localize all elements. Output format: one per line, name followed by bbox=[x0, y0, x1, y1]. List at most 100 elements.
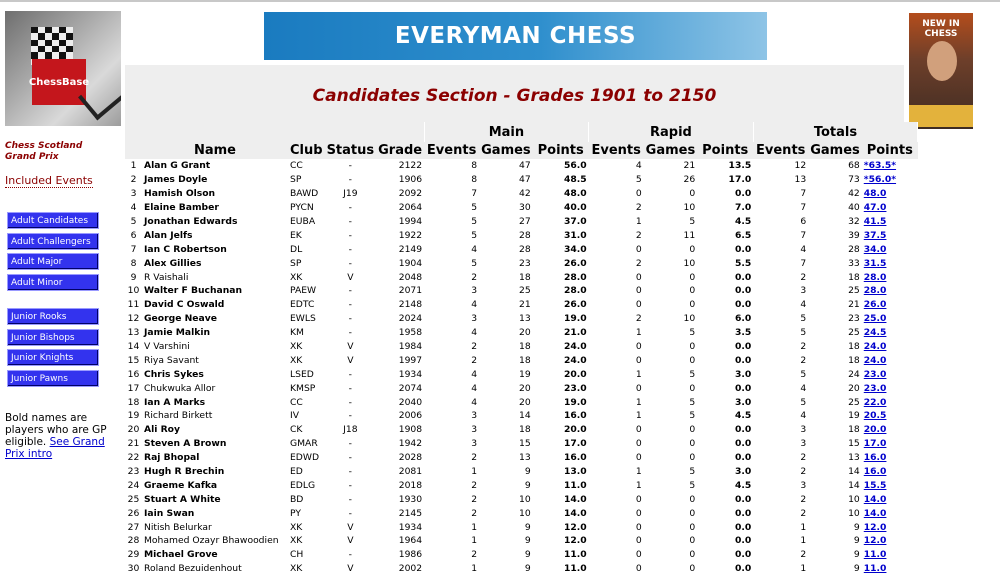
col-rapid-games: Games bbox=[643, 142, 698, 159]
total-points-link[interactable]: 11.0 bbox=[863, 563, 887, 575]
total-points-link[interactable]: 17.0 bbox=[863, 438, 887, 450]
cell-rapid-games: 0 bbox=[689, 563, 696, 575]
cell-grade: 2018 bbox=[398, 479, 423, 491]
col-total-games: Games bbox=[808, 142, 862, 159]
cell-total-points: 28.0 bbox=[862, 284, 918, 298]
cell-rapid-games: 0 bbox=[689, 341, 696, 353]
total-points-link[interactable]: *56.0* bbox=[863, 174, 897, 186]
cell-player-name: Graeme Kafka bbox=[144, 479, 218, 491]
cell-rapid-events: 1 bbox=[635, 479, 642, 491]
cell-main-games: 47 bbox=[518, 174, 531, 186]
cell-total-games: 40 bbox=[848, 202, 860, 214]
cell-main-games: 10 bbox=[518, 493, 531, 505]
total-points-link[interactable]: 23.0 bbox=[863, 382, 887, 394]
total-points-link[interactable]: 37.5 bbox=[863, 229, 887, 241]
cell-total-games: 33 bbox=[848, 257, 860, 269]
cell-player-name: Alan Jelfs bbox=[144, 229, 193, 241]
total-points-link[interactable]: 47.0 bbox=[863, 202, 887, 214]
nav-adult-minor[interactable]: Adult Minor bbox=[7, 274, 99, 291]
nav-junior-rooks[interactable]: Junior Rooks bbox=[7, 308, 99, 325]
total-points-link[interactable]: 28.0 bbox=[863, 271, 887, 283]
total-points-link[interactable]: 16.0 bbox=[863, 452, 887, 464]
total-points-link[interactable]: 14.0 bbox=[863, 507, 887, 519]
total-points-link[interactable]: 11.0 bbox=[863, 549, 887, 561]
cell-main-events: 2 bbox=[471, 493, 478, 505]
cell-player-name: Chukwuka Allor bbox=[144, 382, 216, 394]
cell-total-points: 24.5 bbox=[862, 326, 918, 340]
total-points-link[interactable]: 34.0 bbox=[863, 243, 887, 255]
everyman-chess-banner[interactable]: EVERYMAN CHESS bbox=[264, 12, 767, 60]
total-points-link[interactable]: 20.0 bbox=[863, 424, 887, 436]
cell-grade: 1942 bbox=[398, 438, 423, 450]
total-points-link[interactable]: 28.0 bbox=[863, 285, 887, 297]
nav-junior-pawns[interactable]: Junior Pawns bbox=[7, 370, 99, 387]
cell-total-events: 2 bbox=[800, 493, 807, 505]
total-points-link[interactable]: 31.5 bbox=[863, 257, 887, 269]
cell-total-events: 1 bbox=[800, 563, 807, 575]
cell-rapid-points: 0.0 bbox=[734, 493, 752, 505]
total-points-link[interactable]: 12.0 bbox=[863, 535, 887, 547]
nav-junior-knights[interactable]: Junior Knights bbox=[7, 349, 99, 366]
cell-total-points: 16.0 bbox=[862, 465, 918, 479]
cell-main-points: 16.0 bbox=[564, 452, 587, 464]
total-points-link[interactable]: 20.5 bbox=[863, 410, 887, 422]
cell-rapid-games: 0 bbox=[689, 438, 696, 450]
included-events-link[interactable]: Included Events bbox=[5, 174, 93, 188]
chessbase-logo[interactable]: ChessBase bbox=[5, 11, 121, 126]
cell-rapid-events: 1 bbox=[635, 396, 642, 408]
cell-grade: 1984 bbox=[398, 341, 423, 353]
total-points-link[interactable]: 15.5 bbox=[863, 479, 887, 491]
cell-status: - bbox=[348, 216, 352, 227]
total-points-link[interactable]: 41.5 bbox=[863, 216, 887, 227]
nav-adult-challengers[interactable]: Adult Challengers bbox=[7, 233, 99, 250]
total-points-link[interactable]: 26.0 bbox=[863, 299, 887, 311]
cell-rapid-events: 0 bbox=[635, 563, 642, 575]
total-points-link[interactable]: 24.0 bbox=[863, 341, 887, 353]
cell-rapid-games: 0 bbox=[689, 507, 696, 519]
cell-total-points: 26.0 bbox=[862, 298, 918, 312]
top-border bbox=[0, 0, 1000, 2]
cell-rank: 17 bbox=[127, 382, 140, 394]
table-row: 24 Graeme Kafka EDLG - 2018 2 9 11.0 1 5 4.5 3 14 15.… bbox=[125, 478, 918, 492]
total-points-link[interactable]: 14.0 bbox=[863, 493, 887, 505]
cell-total-games: 10 bbox=[848, 493, 860, 505]
cell-rapid-games: 5 bbox=[689, 327, 696, 339]
total-points-link[interactable]: 16.0 bbox=[863, 466, 887, 478]
table-row: 18 Ian A Marks CC - 2040 4 20 19.0 1 5 3.0 5 25 22.0 bbox=[125, 395, 918, 409]
total-points-link[interactable]: 12.0 bbox=[863, 521, 887, 533]
nav-adult-candidates[interactable]: Adult Candidates bbox=[7, 212, 99, 229]
cell-rank: 14 bbox=[127, 341, 140, 353]
cell-rapid-events: 0 bbox=[635, 549, 642, 561]
total-points-link[interactable]: 24.0 bbox=[863, 354, 887, 366]
cell-club: DL bbox=[290, 243, 303, 255]
cell-rapid-events: 1 bbox=[635, 216, 642, 227]
nav-adult-major[interactable]: Adult Major bbox=[7, 253, 99, 270]
cell-total-events: 2 bbox=[800, 354, 807, 366]
nav-junior-bishops[interactable]: Junior Bishops bbox=[7, 329, 99, 346]
grand-prix-intro-link[interactable]: See Grand Prix intro bbox=[5, 436, 105, 460]
total-points-link[interactable]: 48.0 bbox=[863, 188, 887, 200]
cell-rapid-events: 0 bbox=[635, 299, 642, 311]
total-points-link[interactable]: 24.5 bbox=[863, 327, 887, 339]
total-points-link[interactable]: *63.5* bbox=[863, 160, 897, 172]
cell-rapid-points: 0.0 bbox=[734, 341, 752, 353]
new-in-chess-ad[interactable]: NEW IN CHESS bbox=[909, 13, 973, 129]
cell-rank: 22 bbox=[127, 452, 140, 464]
cell-total-events: 3 bbox=[800, 438, 807, 450]
cell-main-events: 5 bbox=[471, 257, 478, 269]
cell-total-points: *63.5* bbox=[862, 159, 918, 173]
cell-main-points: 34.0 bbox=[564, 243, 587, 255]
cell-main-games: 28 bbox=[518, 243, 531, 255]
cell-rapid-points: 13.5 bbox=[728, 160, 752, 172]
cell-main-events: 8 bbox=[471, 160, 478, 172]
table-row: 30 Roland Bezuidenhout XK V 2002 1 9 11.0 0 0 0.0 1… bbox=[125, 562, 918, 576]
cell-rapid-points: 0.0 bbox=[734, 535, 752, 547]
cell-total-events: 3 bbox=[800, 479, 807, 491]
cell-total-games: 9 bbox=[853, 549, 860, 561]
total-points-link[interactable]: 25.0 bbox=[863, 313, 887, 325]
cell-main-events: 2 bbox=[471, 452, 478, 464]
table-row: 22 Raj Bhopal EDWD -2028 2 13 16.0 0 0 0.0 2 13 16.0 bbox=[125, 451, 918, 465]
total-points-link[interactable]: 23.0 bbox=[863, 368, 887, 380]
total-points-link[interactable]: 22.0 bbox=[863, 396, 887, 408]
cell-main-events: 5 bbox=[471, 229, 478, 241]
